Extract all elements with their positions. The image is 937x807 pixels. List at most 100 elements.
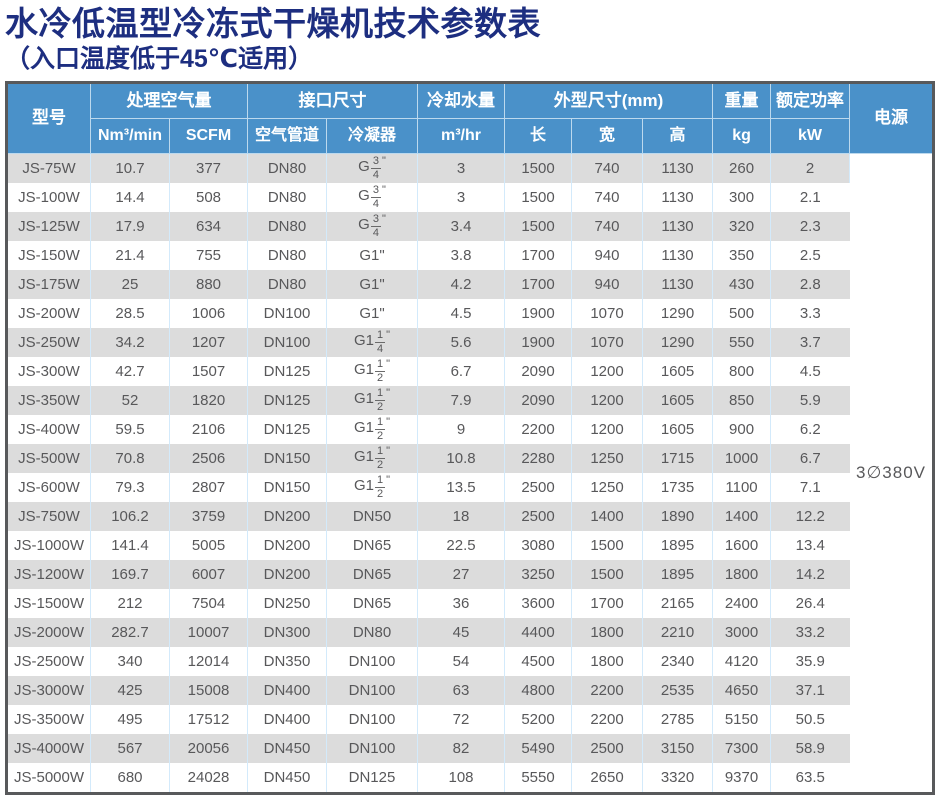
table-row: JS-5000W 680 24028 DN450 DN125 108 5550 2650 332… — [6, 763, 934, 794]
column-group-dimensions: 外型尺寸(mm) — [503, 82, 714, 120]
nm3-min-cell: 28.5 — [90, 299, 170, 329]
table-row: JS-1500W 212 7504 DN250 DN65 36 3600 1700 2165 24… — [6, 589, 934, 619]
width-cell: 2500 — [571, 734, 643, 764]
table-row: JS-350W 52 1820 DN125 G1 1 2 " 7.9 2090 1200 1605 85… — [6, 386, 934, 416]
weight-kg-cell: 430 — [712, 270, 772, 300]
width-cell: 940 — [571, 241, 643, 271]
model-cell: JS-4000W — [6, 734, 91, 764]
power-kw-cell: 3.7 — [770, 328, 850, 358]
scfm-cell: 15008 — [169, 676, 248, 706]
table-row: JS-175W 25 880 DN80 G1" 4.2 1700 940 1130 430 2.8 — [6, 270, 934, 300]
cooling-water-cell: 36 — [417, 589, 505, 619]
air-pipe-cell: DN250 — [247, 589, 327, 619]
power-kw-cell: 4.5 — [770, 357, 850, 387]
power-supply-cell: 3∅380V — [849, 153, 934, 794]
scfm-cell: 1507 — [169, 357, 248, 387]
length-cell: 4400 — [504, 618, 572, 648]
scfm-cell: 880 — [169, 270, 248, 300]
table-header: 型号 处理空气量 接口尺寸 冷却水量 外型尺寸(mm) 重量 额定功率 电源 N… — [6, 82, 935, 155]
scfm-cell: 634 — [169, 212, 248, 242]
weight-kg-cell: 4650 — [712, 676, 772, 706]
width-cell: 2650 — [571, 763, 643, 794]
length-cell: 3250 — [504, 560, 572, 590]
weight-kg-cell: 1000 — [712, 444, 772, 474]
weight-kg-cell: 7300 — [712, 734, 772, 764]
weight-kg-cell: 1400 — [712, 502, 772, 532]
nm3-min-cell: 25 — [90, 270, 170, 300]
model-cell: JS-100W — [6, 183, 91, 213]
length-cell: 1700 — [504, 270, 572, 300]
nm3-min-cell: 340 — [90, 647, 170, 677]
cooling-water-cell: 54 — [417, 647, 505, 677]
cooling-water-cell: 63 — [417, 676, 505, 706]
scfm-cell: 6007 — [169, 560, 248, 590]
air-pipe-cell: DN400 — [247, 676, 327, 706]
weight-kg-cell: 1100 — [712, 473, 772, 503]
model-cell: JS-600W — [6, 473, 91, 503]
weight-kg-cell: 850 — [712, 386, 772, 416]
column-group-connection-size: 接口尺寸 — [247, 82, 418, 120]
scfm-cell: 377 — [169, 153, 248, 184]
height-cell: 1735 — [642, 473, 714, 503]
width-cell: 1200 — [571, 357, 643, 387]
air-pipe-cell: DN450 — [247, 734, 327, 764]
scfm-cell: 1006 — [169, 299, 248, 329]
condenser-cell: DN100 — [326, 676, 418, 706]
model-cell: JS-3500W — [6, 705, 91, 735]
condenser-cell: G 3 4 " — [326, 212, 418, 242]
air-pipe-cell: DN450 — [247, 763, 327, 794]
scfm-cell: 755 — [169, 241, 248, 271]
column-header-m3-hr: m³/hr — [417, 118, 505, 155]
condenser-cell: G 3 4 " — [326, 153, 418, 184]
nm3-min-cell: 169.7 — [90, 560, 170, 590]
model-cell: JS-500W — [6, 444, 91, 474]
table-row: JS-150W 21.4 755 DN80 G1" 3.8 1700 940 1130 350 2.… — [6, 241, 934, 271]
height-cell: 1605 — [642, 415, 714, 445]
nm3-min-cell: 42.7 — [90, 357, 170, 387]
power-kw-cell: 12.2 — [770, 502, 850, 532]
height-cell: 1715 — [642, 444, 714, 474]
cooling-water-cell: 9 — [417, 415, 505, 445]
power-kw-cell: 7.1 — [770, 473, 850, 503]
model-cell: JS-150W — [6, 241, 91, 271]
length-cell: 2280 — [504, 444, 572, 474]
air-pipe-cell: DN80 — [247, 270, 327, 300]
nm3-min-cell: 680 — [90, 763, 170, 794]
condenser-cell: G1" — [326, 270, 418, 300]
nm3-min-cell: 425 — [90, 676, 170, 706]
weight-kg-cell: 350 — [712, 241, 772, 271]
power-kw-cell: 37.1 — [770, 676, 850, 706]
width-cell: 1700 — [571, 589, 643, 619]
weight-kg-cell: 320 — [712, 212, 772, 242]
scfm-cell: 1820 — [169, 386, 248, 416]
weight-kg-cell: 9370 — [712, 763, 772, 794]
condenser-cell: G1" — [326, 241, 418, 271]
nm3-min-cell: 212 — [90, 589, 170, 619]
condenser-cell: DN50 — [326, 502, 418, 532]
power-kw-cell: 6.2 — [770, 415, 850, 445]
height-cell: 2535 — [642, 676, 714, 706]
length-cell: 1900 — [504, 328, 572, 358]
width-cell: 1070 — [571, 299, 643, 329]
scfm-cell: 1207 — [169, 328, 248, 358]
length-cell: 1500 — [504, 153, 572, 184]
scfm-cell: 7504 — [169, 589, 248, 619]
length-cell: 5490 — [504, 734, 572, 764]
cooling-water-cell: 5.6 — [417, 328, 505, 358]
air-pipe-cell: DN80 — [247, 183, 327, 213]
title-block: 水冷低温型冷冻式干燥机技术参数表 （入口温度低于45℃适用） — [0, 0, 937, 74]
page-subtitle: （入口温度低于45℃适用） — [5, 45, 314, 74]
model-cell: JS-350W — [6, 386, 91, 416]
air-pipe-cell: DN100 — [247, 328, 327, 358]
air-pipe-cell: DN125 — [247, 357, 327, 387]
column-group-air-capacity: 处理空气量 — [90, 82, 248, 120]
height-cell: 3320 — [642, 763, 714, 794]
model-cell: JS-3000W — [6, 676, 91, 706]
height-cell: 1895 — [642, 560, 714, 590]
condenser-cell: DN100 — [326, 705, 418, 735]
air-pipe-cell: DN200 — [247, 560, 327, 590]
